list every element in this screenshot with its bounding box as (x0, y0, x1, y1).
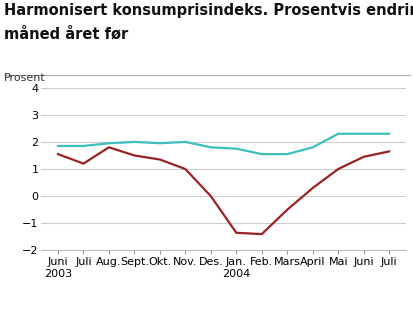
Text: Prosent: Prosent (4, 73, 46, 83)
Norge (360, 155, 365, 159)
EØS (259, 152, 263, 156)
Norge (233, 231, 238, 235)
Line: EØS: EØS (58, 134, 388, 154)
Norge (132, 154, 137, 157)
EØS (106, 141, 111, 145)
Text: måned året før: måned året før (4, 27, 128, 42)
Norge (386, 150, 391, 153)
Norge (106, 146, 111, 149)
EØS (335, 132, 340, 136)
EØS (183, 140, 188, 144)
Norge (259, 232, 263, 236)
EØS (284, 152, 289, 156)
Norge (55, 152, 60, 156)
EØS (132, 140, 137, 144)
Norge (309, 186, 314, 190)
Norge (284, 208, 289, 212)
EØS (233, 147, 238, 151)
EØS (386, 132, 391, 136)
Norge (335, 167, 340, 171)
EØS (309, 146, 314, 149)
EØS (55, 144, 60, 148)
EØS (157, 141, 162, 145)
Legend: EØS, Norge: EØS, Norge (145, 309, 301, 313)
EØS (360, 132, 365, 136)
EØS (208, 146, 213, 149)
Norge (157, 158, 162, 162)
Text: Harmonisert konsumprisindeks. Prosentvis endring fra samme: Harmonisert konsumprisindeks. Prosentvis… (4, 3, 413, 18)
Norge (183, 167, 188, 171)
Norge (208, 194, 213, 198)
EØS (81, 144, 86, 148)
Line: Norge: Norge (58, 147, 388, 234)
Norge (81, 162, 86, 166)
